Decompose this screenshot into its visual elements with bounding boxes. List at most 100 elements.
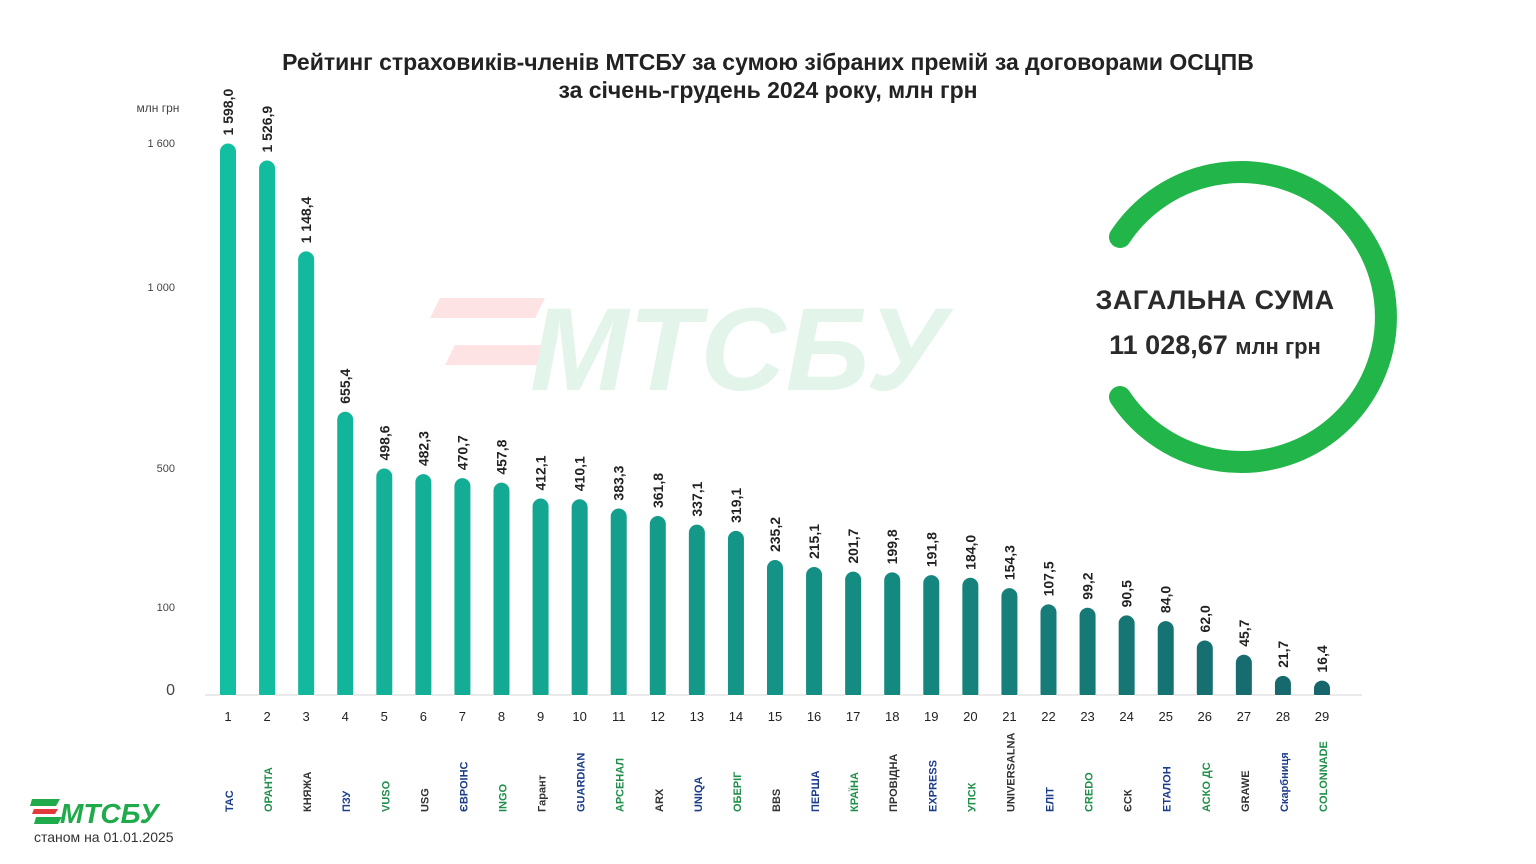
bar [259,160,276,701]
bar [1040,604,1057,701]
footer-date: станом на 01.01.2025 [34,829,174,845]
bar [532,498,549,701]
data-label: 99,2 [1080,572,1096,599]
bar [1196,640,1213,701]
category-label: 26 [1198,709,1212,724]
data-label: 184,0 [962,535,978,570]
category-label: 27 [1237,709,1251,724]
company-logo-text: UNIVERSALNA [1005,732,1017,812]
bar [298,251,315,701]
data-label: 235,2 [767,517,783,552]
bar [1118,615,1135,701]
data-label: 90,5 [1119,580,1135,607]
bar-base-mask [688,695,705,703]
bar-base-mask [806,695,823,703]
total-ring [1109,161,1397,473]
data-label: 655,4 [337,368,353,403]
category-label: 1 [224,709,231,724]
bar-base-mask [923,695,940,703]
company-logo-text: АРСЕНАЛ [615,758,627,812]
company-logo-text: ЕЛІТ [1045,787,1057,812]
category-label: 10 [572,709,586,724]
company-logo-text: УПСК [966,782,978,812]
category-label: 24 [1119,709,1133,724]
y-tick-label: 1 600 [147,138,175,150]
category-label: 21 [1002,709,1016,724]
data-label: 319,1 [728,488,744,523]
bar [962,577,979,701]
title-line-2: за січень-грудень 2024 року, млн грн [558,77,978,103]
category-label: 2 [263,709,270,724]
bar-base-mask [845,695,862,703]
total-label: ЗАГАЛЬНА СУМА [1095,285,1335,315]
category-label: 20 [963,709,977,724]
category-label: 22 [1041,709,1055,724]
company-logo-text: ПЗУ [341,791,353,812]
data-label: 154,3 [1001,545,1017,580]
bar-base-mask [415,695,432,703]
company-logo-text: ПЕРША [810,770,822,812]
data-label: 107,5 [1041,561,1057,596]
bar-base-mask [259,695,276,703]
bar [884,572,901,701]
bar [493,482,510,701]
data-label: 361,8 [650,473,666,508]
data-label: 457,8 [494,439,510,474]
category-label: 16 [807,709,821,724]
data-label: 410,1 [572,456,588,491]
y-tick-label: 1 000 [147,282,175,294]
company-logo-text: UNIQA [693,777,705,813]
bar [454,478,471,701]
bar [376,468,393,701]
company-logo-text: КНЯЖА [302,771,314,812]
bar [1157,621,1174,701]
category-label: 3 [303,709,310,724]
title-line-1: Рейтинг страховиків-членів МТСБУ за сумо… [282,49,1254,75]
category-label: 12 [651,709,665,724]
category-label: 29 [1315,709,1329,724]
company-logo-text: ТАС [224,790,236,812]
watermark-logo: МТСБУ [430,284,954,416]
bar [1079,607,1096,701]
company-logo-text: КРАЇНА [848,772,861,812]
category-label: 28 [1276,709,1290,724]
bar [1274,675,1291,701]
data-label: 21,7 [1275,640,1291,667]
company-logo-text: ПРОВІДНА [888,754,900,812]
y-tick-label: 500 [157,463,175,475]
bar-base-mask [220,695,236,703]
category-label: 17 [846,709,860,724]
watermark-text: МТСБУ [530,284,954,416]
bar [1001,588,1018,701]
category-label: 9 [537,709,544,724]
chart-title: Рейтинг страховиків-членів МТСБУ за сумо… [0,48,1536,104]
category-label: 25 [1158,709,1172,724]
y-tick-label: 0 [166,682,175,699]
bar-base-mask [337,695,354,703]
company-logo-text: VUSO [380,780,392,812]
bar-base-mask [884,695,901,703]
data-label: 337,1 [689,481,705,516]
data-label: 199,8 [884,529,900,564]
bar-base-mask [298,695,315,703]
data-label: 383,3 [611,465,627,500]
company-logo-text: BBS [771,789,783,812]
company-logo-text: Гарант [537,774,549,812]
bar-base-mask [376,695,393,703]
data-label: 215,1 [806,524,822,559]
bar [806,567,823,701]
company-logo-text: COLONNADE [1318,741,1330,812]
bar-base-mask [1079,695,1096,703]
data-label: 1 148,4 [298,196,314,243]
bar-base-mask [1314,695,1330,703]
company-logo-text: ЕТАЛОН [1162,766,1174,812]
data-label: 1 598,0 [220,89,236,136]
bar [688,524,705,701]
y-axis-label: млн грн [137,101,180,115]
bar [767,560,783,701]
data-label: 498,6 [376,425,392,460]
company-logo-text: АСКО ДС [1201,762,1213,812]
bar-base-mask [454,695,471,703]
data-label: 1 526,9 [259,106,275,153]
company-logo-text: CREDO [1084,772,1096,812]
